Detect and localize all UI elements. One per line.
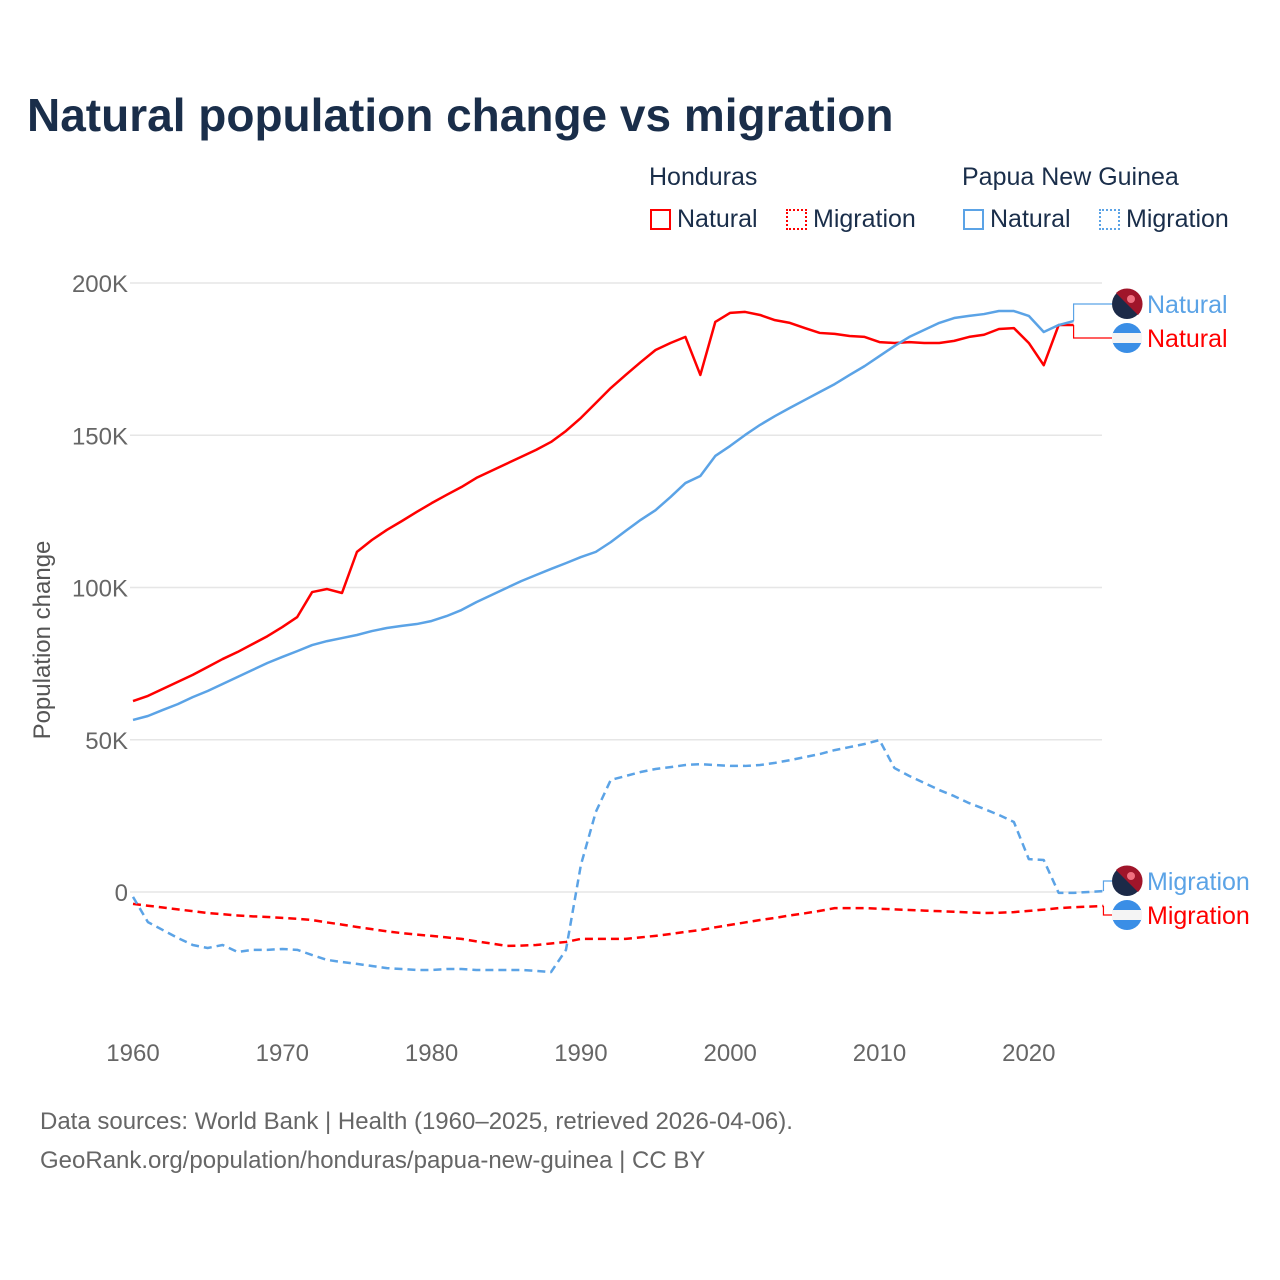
end-label: Natural xyxy=(1147,325,1228,353)
x-tick-label: 2020 xyxy=(1002,1040,1055,1067)
legend-swatch-dotted xyxy=(786,209,807,230)
legend-label: Migration xyxy=(813,205,916,233)
end-label-connector xyxy=(1072,303,1112,322)
legend-group-png: Papua New Guinea xyxy=(962,163,1179,191)
y-axis-label: Population change xyxy=(29,541,56,740)
legend-label: Natural xyxy=(990,205,1071,233)
legend-swatch-solid xyxy=(650,209,671,230)
honduras-flag-icon xyxy=(1112,323,1142,353)
chart-title: Natural population change vs migration xyxy=(27,89,894,141)
y-tick-label: 200K xyxy=(72,271,128,298)
legend-label: Migration xyxy=(1126,205,1229,233)
y-tick-label: 0 xyxy=(115,880,128,907)
x-tick-label: 1970 xyxy=(256,1040,309,1067)
series-line-honduras-natural xyxy=(132,310,1074,703)
end-label: Migration xyxy=(1147,902,1250,930)
series-line-papua-new-guinea-natural xyxy=(132,309,1074,722)
series-line-honduras-migration xyxy=(132,902,1104,948)
x-tick-label: 1990 xyxy=(554,1040,607,1067)
y-tick-label: 100K xyxy=(72,576,128,603)
x-tick-label: 1960 xyxy=(106,1040,159,1067)
legend-honduras-migration[interactable]: Migration xyxy=(786,205,916,234)
legend-label: Natural xyxy=(677,205,758,233)
end-label: Migration xyxy=(1147,868,1250,896)
x-tick-label: 2000 xyxy=(704,1040,757,1067)
legend-swatch-solid xyxy=(963,209,984,230)
x-tick-label: 1980 xyxy=(405,1040,458,1067)
end-label-connector xyxy=(1102,880,1112,892)
legend-swatch-dotted xyxy=(1099,209,1120,230)
end-label-connector xyxy=(1072,325,1112,339)
honduras-flag-icon xyxy=(1112,900,1142,930)
footer-sources: Data sources: World Bank | Health (1960–… xyxy=(40,1108,793,1135)
y-tick-label: 50K xyxy=(85,728,128,755)
footer-link[interactable]: GeoRank.org/population/honduras/papua-ne… xyxy=(40,1147,706,1174)
legend-png-migration[interactable]: Migration xyxy=(1099,205,1229,234)
legend-group-honduras: Honduras xyxy=(649,163,758,191)
legend-honduras-natural[interactable]: Natural xyxy=(650,205,758,234)
png-flag-icon xyxy=(1112,288,1143,319)
end-label-connector xyxy=(1102,906,1112,916)
x-tick-label: 2010 xyxy=(853,1040,906,1067)
end-label: Natural xyxy=(1147,291,1228,319)
y-tick-label: 150K xyxy=(72,423,128,450)
legend-png-natural[interactable]: Natural xyxy=(963,205,1071,234)
series-line-papua-new-guinea-migration xyxy=(131,738,1104,974)
png-flag-icon xyxy=(1112,865,1143,896)
